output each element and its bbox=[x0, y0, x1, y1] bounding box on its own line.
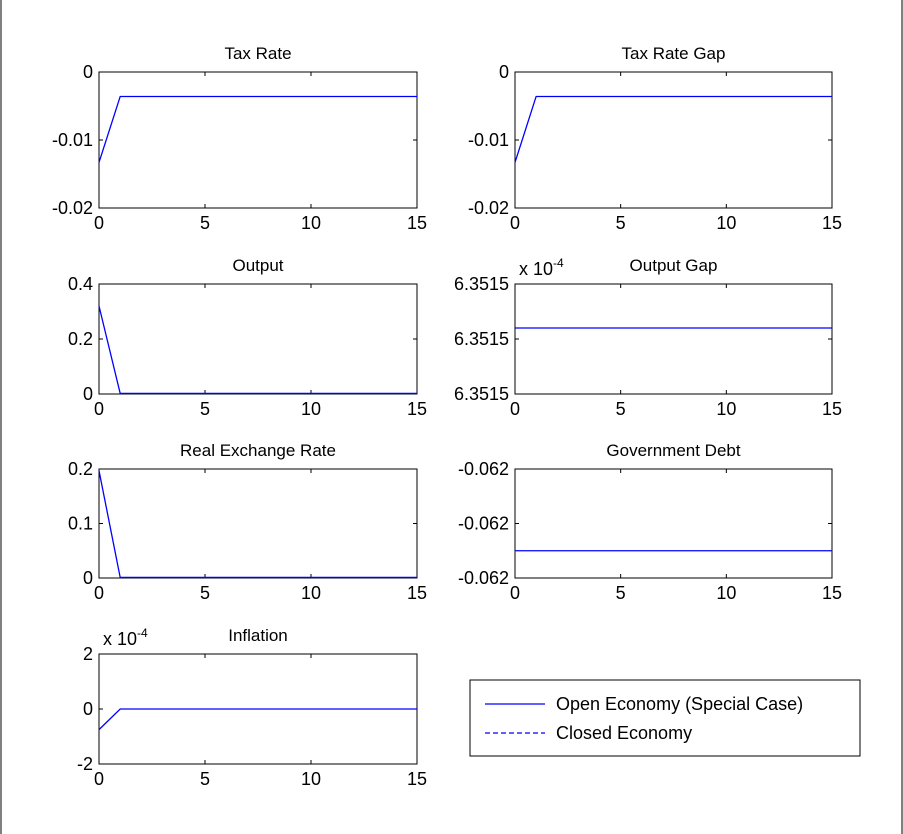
y-tick-label: 2 bbox=[83, 644, 93, 664]
axes-box bbox=[98, 468, 418, 579]
x-tick-label: 5 bbox=[616, 213, 626, 233]
y-tick-label: 0.2 bbox=[68, 459, 93, 479]
legend-entry-label: Open Economy (Special Case) bbox=[556, 694, 803, 714]
x-tick-label: 0 bbox=[94, 583, 104, 603]
axis-exponent-label: x 10-4 bbox=[519, 256, 564, 279]
legend-entry-label: Closed Economy bbox=[556, 723, 692, 743]
y-tick-label: -0.062 bbox=[458, 568, 509, 588]
series-line bbox=[98, 95, 417, 163]
y-tick-label: -2 bbox=[77, 754, 93, 774]
axis-exponent-power: -4 bbox=[137, 626, 148, 640]
axes-box bbox=[514, 283, 833, 395]
x-tick-label: 0 bbox=[510, 583, 520, 603]
legend: Open Economy (Special Case) Closed Econom… bbox=[469, 679, 861, 757]
axis-exponent-power: -4 bbox=[553, 256, 564, 270]
y-tick-label: -0.02 bbox=[52, 198, 93, 218]
x-tick-label: 15 bbox=[407, 769, 427, 789]
subplot-title: Output Gap bbox=[630, 256, 718, 275]
y-tick-label: 0 bbox=[83, 699, 93, 719]
y-tick-label: 6.3515 bbox=[454, 384, 509, 404]
x-tick-label: 10 bbox=[301, 583, 321, 603]
subplot-title: Real Exchange Rate bbox=[180, 441, 336, 460]
x-tick-label: 0 bbox=[94, 213, 104, 233]
axes-box bbox=[98, 283, 418, 395]
x-tick-label: 0 bbox=[510, 399, 520, 419]
x-tick-label: 5 bbox=[616, 583, 626, 603]
x-tick-label: 10 bbox=[716, 399, 736, 419]
subplot-1: Tax Rate 0 5 10 15 -0.02 -0.01 0 bbox=[52, 44, 427, 233]
x-tick-label: 15 bbox=[822, 399, 842, 419]
subplot-title: Tax Rate bbox=[224, 44, 291, 63]
y-tick-label: -0.062 bbox=[458, 459, 509, 479]
subplot-5: Real Exchange Rate 0 5 10 15 0 0.1 0.2 bbox=[68, 441, 427, 603]
subplot-title: Inflation bbox=[228, 626, 288, 645]
series-line bbox=[514, 95, 832, 163]
x-tick-label: 0 bbox=[94, 399, 104, 419]
x-tick-label: 15 bbox=[407, 213, 427, 233]
x-tick-label: 10 bbox=[301, 213, 321, 233]
y-tick-label: 0 bbox=[83, 568, 93, 588]
subplot-6: Government Debt 0 5 10 15 -0.062 -0.062 -0.062 bbox=[458, 441, 842, 603]
y-tick-label: -0.062 bbox=[458, 514, 509, 534]
x-tick-label: 15 bbox=[822, 213, 842, 233]
axes-box bbox=[514, 468, 833, 579]
x-tick-label: 15 bbox=[407, 583, 427, 603]
subplot-2: Tax Rate Gap 0 5 10 15 -0.02 -0.01 0 bbox=[468, 44, 842, 233]
x-tick-label: 10 bbox=[301, 399, 321, 419]
y-tick-label: 0 bbox=[83, 62, 93, 82]
series-line bbox=[98, 305, 417, 395]
x-tick-label: 0 bbox=[94, 769, 104, 789]
subplot-title: Government Debt bbox=[606, 441, 740, 460]
y-tick-label: 0.2 bbox=[68, 329, 93, 349]
y-tick-label: -0.02 bbox=[468, 198, 509, 218]
x-tick-label: 5 bbox=[200, 399, 210, 419]
axes-box bbox=[514, 71, 833, 209]
y-tick-label: 0 bbox=[499, 62, 509, 82]
series-line bbox=[98, 470, 417, 579]
y-tick-label: 0.1 bbox=[68, 514, 93, 534]
axis-exponent-label: x 10-4 bbox=[103, 626, 148, 649]
x-tick-label: 15 bbox=[407, 399, 427, 419]
y-tick-label: 0 bbox=[83, 384, 93, 404]
y-tick-label: -0.01 bbox=[468, 130, 509, 150]
subplot-grid: Tax Rate 0 5 10 15 -0.02 -0.01 0 Tax Rate Gap 0 5 1… bbox=[52, 44, 842, 789]
y-tick-label: 6.3515 bbox=[454, 274, 509, 294]
x-tick-label: 10 bbox=[716, 213, 736, 233]
subplot-title: Tax Rate Gap bbox=[622, 44, 726, 63]
series-line bbox=[98, 708, 417, 731]
x-tick-label: 10 bbox=[301, 769, 321, 789]
y-tick-label: 6.3515 bbox=[454, 329, 509, 349]
x-tick-label: 10 bbox=[716, 583, 736, 603]
y-tick-label: -0.01 bbox=[52, 130, 93, 150]
y-tick-label: 0.4 bbox=[68, 274, 93, 294]
x-tick-label: 0 bbox=[510, 213, 520, 233]
x-tick-label: 5 bbox=[200, 213, 210, 233]
x-tick-label: 5 bbox=[200, 769, 210, 789]
x-tick-label: 5 bbox=[200, 583, 210, 603]
legend-box bbox=[469, 679, 861, 757]
x-tick-label: 5 bbox=[616, 399, 626, 419]
subplot-title: Output bbox=[232, 256, 283, 275]
subplot-3: Output 0 5 10 15 0 0.2 0.4 bbox=[68, 256, 427, 419]
subplot-4: Output Gap 0 5 10 15 6.3515 6.3515 6.3515 x 10-4 bbox=[454, 256, 842, 419]
x-tick-label: 15 bbox=[822, 583, 842, 603]
axes-box bbox=[98, 71, 418, 209]
